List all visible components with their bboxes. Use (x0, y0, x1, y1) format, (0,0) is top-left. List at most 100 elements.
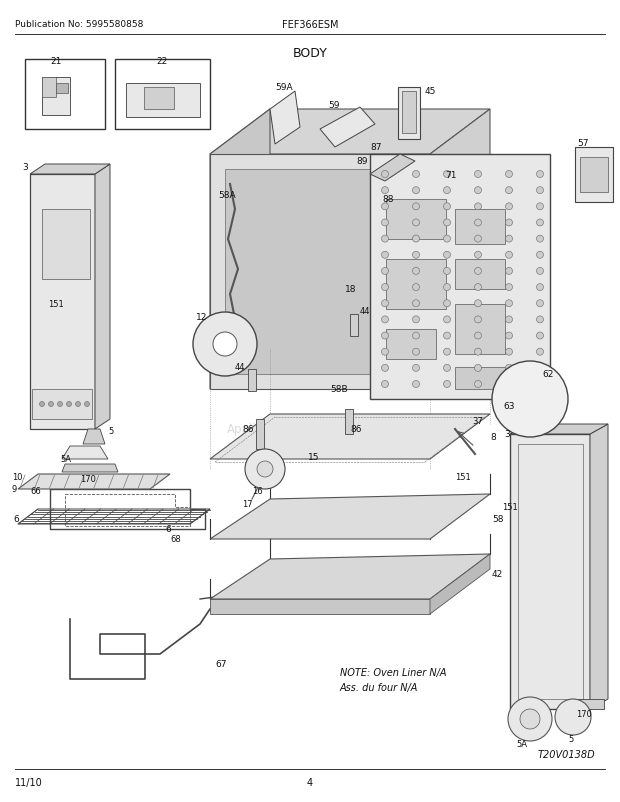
Text: 9: 9 (12, 485, 17, 494)
Circle shape (381, 172, 389, 178)
Text: 8: 8 (490, 433, 496, 442)
Circle shape (412, 349, 420, 356)
Circle shape (474, 236, 482, 243)
Circle shape (536, 188, 544, 194)
Bar (248, 370, 256, 391)
Text: 44: 44 (360, 307, 371, 316)
Circle shape (505, 172, 513, 178)
Circle shape (474, 333, 482, 339)
Polygon shape (210, 494, 490, 539)
Circle shape (381, 188, 389, 194)
Text: 12: 12 (196, 313, 207, 322)
Bar (518, 444, 583, 699)
Circle shape (412, 284, 420, 291)
Circle shape (443, 333, 451, 339)
Circle shape (536, 236, 544, 243)
Bar (25, 60, 105, 130)
Text: 151: 151 (502, 503, 518, 512)
Circle shape (412, 333, 420, 339)
Circle shape (381, 301, 389, 307)
Circle shape (48, 402, 53, 407)
Text: 5A: 5A (516, 739, 527, 748)
Circle shape (474, 268, 482, 275)
Text: 170: 170 (576, 710, 592, 719)
Polygon shape (210, 110, 270, 390)
Bar (505, 391, 555, 403)
Bar (455, 305, 505, 354)
Circle shape (412, 301, 420, 307)
Polygon shape (430, 110, 490, 390)
Circle shape (412, 268, 420, 275)
Circle shape (381, 333, 389, 339)
Text: 68: 68 (170, 535, 181, 544)
Text: 87: 87 (370, 144, 381, 152)
Circle shape (443, 252, 451, 259)
Text: 42: 42 (492, 569, 503, 579)
Circle shape (412, 317, 420, 323)
Polygon shape (270, 92, 300, 145)
Polygon shape (510, 424, 608, 435)
Polygon shape (510, 435, 590, 709)
Circle shape (443, 317, 451, 323)
Text: 4: 4 (307, 777, 313, 787)
Text: 151: 151 (455, 473, 471, 482)
Circle shape (381, 252, 389, 259)
Text: 89: 89 (356, 157, 368, 166)
Text: 21: 21 (50, 58, 61, 67)
Circle shape (536, 365, 544, 372)
Text: 86: 86 (242, 425, 254, 434)
Text: T20V0138D: T20V0138D (538, 749, 595, 759)
Text: 58: 58 (492, 515, 503, 524)
Text: 151: 151 (48, 300, 64, 309)
Circle shape (520, 709, 540, 729)
Bar (42, 78, 70, 115)
Circle shape (505, 204, 513, 211)
Circle shape (443, 172, 451, 178)
Circle shape (381, 220, 389, 227)
Bar (398, 88, 420, 140)
Bar (575, 148, 613, 203)
Circle shape (505, 333, 513, 339)
Text: FEF366ESM: FEF366ESM (281, 20, 339, 30)
Circle shape (381, 365, 389, 372)
Circle shape (536, 333, 544, 339)
Circle shape (536, 284, 544, 291)
Circle shape (412, 365, 420, 372)
Circle shape (412, 220, 420, 227)
Polygon shape (95, 164, 110, 429)
Bar (508, 395, 522, 402)
Text: 3: 3 (22, 162, 28, 172)
Bar (455, 260, 505, 290)
Bar (580, 158, 608, 192)
Bar (144, 88, 174, 110)
Text: 63: 63 (503, 402, 515, 411)
Circle shape (536, 301, 544, 307)
Circle shape (505, 284, 513, 291)
Circle shape (381, 284, 389, 291)
Text: Publication No: 5995580858: Publication No: 5995580858 (15, 20, 143, 29)
Circle shape (412, 204, 420, 211)
Circle shape (505, 301, 513, 307)
Circle shape (257, 461, 273, 477)
Circle shape (492, 362, 568, 437)
Circle shape (412, 252, 420, 259)
Polygon shape (210, 110, 490, 155)
Circle shape (443, 236, 451, 243)
Text: 59A: 59A (275, 83, 293, 92)
Circle shape (536, 349, 544, 356)
Circle shape (505, 220, 513, 227)
Circle shape (443, 220, 451, 227)
Text: 66: 66 (30, 487, 41, 496)
Text: 17: 17 (242, 500, 252, 508)
Circle shape (193, 313, 257, 376)
Circle shape (412, 188, 420, 194)
Text: 5: 5 (108, 427, 113, 436)
Text: 67: 67 (215, 660, 226, 669)
Text: 44: 44 (235, 363, 246, 372)
Bar (455, 367, 510, 390)
Circle shape (474, 172, 482, 178)
Polygon shape (590, 424, 608, 709)
Polygon shape (18, 475, 170, 489)
Circle shape (412, 381, 420, 388)
Circle shape (443, 381, 451, 388)
